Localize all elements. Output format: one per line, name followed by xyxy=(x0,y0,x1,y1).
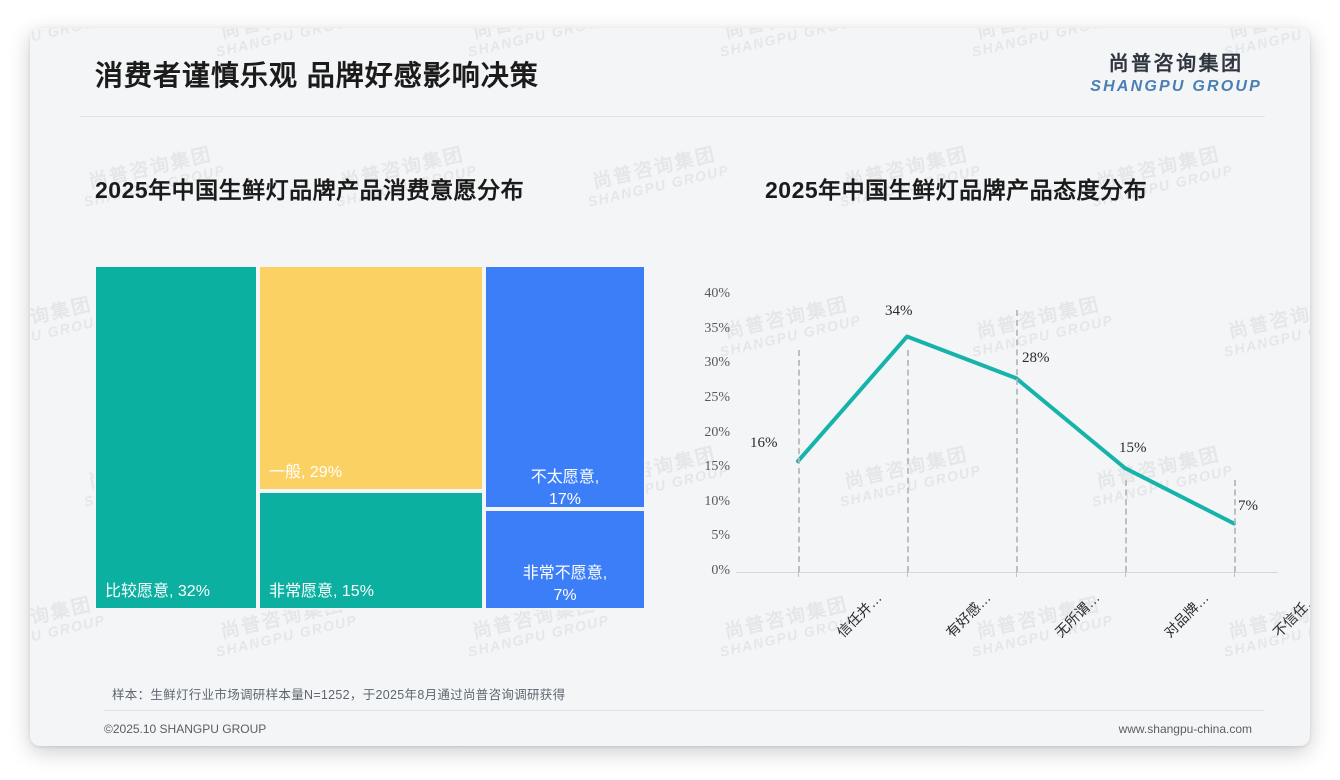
y-axis-tick-label: 25% xyxy=(704,389,730,405)
line-chart: 40% 35% 30% 25% 20% 15% 10% 5% 0% 16% 34% 28% 15% 7%… xyxy=(678,265,1310,645)
vertical-gridline xyxy=(1016,310,1018,572)
footnote-divider xyxy=(104,710,1264,711)
watermark-en: SHANGPU GROUP xyxy=(214,611,359,661)
page-title: 消费者谨慎乐观 品牌好感影响决策 xyxy=(95,60,539,91)
x-axis-tick-label: 有好感… xyxy=(942,589,994,641)
treemap-cell-label: 比较愿意, 32% xyxy=(105,583,210,600)
watermark-cn: 尚普咨询集团 xyxy=(30,594,95,644)
x-axis-tick xyxy=(1234,572,1235,577)
watermark-cn: 尚普咨询集团 xyxy=(30,294,95,344)
x-axis-tick-label: 信任并… xyxy=(833,589,885,641)
line-series-svg xyxy=(796,334,1236,526)
header-divider xyxy=(80,116,1265,117)
watermark-en: SHANGPU GROUP xyxy=(30,611,107,661)
x-axis-line xyxy=(736,572,1278,573)
y-axis-tick-label: 35% xyxy=(704,320,730,336)
x-axis-tick-label: 对品牌… xyxy=(1160,589,1212,641)
y-axis-tick-label: 30% xyxy=(704,355,730,371)
x-axis-tick-label: 无所谓… xyxy=(1051,589,1103,641)
y-axis-tick-label: 40% xyxy=(704,286,730,301)
data-point-label: 28% xyxy=(1022,350,1050,367)
x-axis-tick xyxy=(907,572,908,577)
treemap-cell[interactable]: 一般, 29% xyxy=(258,265,484,491)
watermark-cn: 尚普咨询集团 xyxy=(590,144,719,194)
data-point-label: 7% xyxy=(1238,497,1258,514)
x-axis-tick-label: 不信任… xyxy=(1269,589,1310,641)
watermark-en: SHANGPU GROUP xyxy=(466,611,611,661)
slide-header: 消费者谨慎乐观 品牌好感影响决策 尚普咨询集团 SHANGPU GROUP xyxy=(30,28,1310,116)
data-point-label: 16% xyxy=(750,435,778,452)
plot-area: 16% 34% 28% 15% 7% xyxy=(736,265,1276,575)
left-chart-title: 2025年中国生鲜灯品牌产品消费意愿分布 xyxy=(95,177,525,203)
x-axis-tick xyxy=(798,572,799,577)
footer-url: www.shangpu-china.com xyxy=(1118,722,1252,736)
treemap-cell-label: 不太愿意, 17% xyxy=(486,467,644,508)
treemap-cell[interactable]: 不太愿意, 17% xyxy=(484,265,646,509)
y-axis-tick-label: 0% xyxy=(711,563,730,578)
y-axis-tick-label: 20% xyxy=(704,424,730,440)
vertical-gridline xyxy=(1125,480,1127,572)
treemap-chart: 比较愿意, 32% 一般, 29% 非常愿意, 15% 不太愿意, 17% 非常不愿意, 7… xyxy=(94,265,646,610)
x-axis-tick xyxy=(1125,572,1126,577)
vertical-gridline xyxy=(1234,480,1236,572)
brand-logo-en: SHANGPU GROUP xyxy=(1090,78,1262,95)
treemap-cell-label-line: 7% xyxy=(553,586,577,604)
vertical-gridline xyxy=(907,350,909,572)
data-point-label: 34% xyxy=(885,302,913,319)
treemap-cell-label-line: 17% xyxy=(548,490,582,508)
treemap-cell-label-line: 不太愿意, xyxy=(530,469,600,486)
x-axis-tick xyxy=(1016,572,1017,577)
y-axis: 40% 35% 30% 25% 20% 15% 10% 5% 0% xyxy=(678,265,730,578)
treemap-cell-label: 一般, 29% xyxy=(269,464,342,481)
treemap-cell[interactable]: 非常愿意, 15% xyxy=(258,491,484,610)
data-point-label: 15% xyxy=(1119,440,1147,457)
brand-logo-cn: 尚普咨询集团 xyxy=(1108,53,1244,75)
treemap-cell-label: 非常愿意, 15% xyxy=(269,583,374,600)
treemap-cell-label: 非常不愿意, 7% xyxy=(486,563,644,606)
treemap-cell[interactable]: 非常不愿意, 7% xyxy=(484,509,646,610)
y-axis-tick-label: 15% xyxy=(704,459,730,475)
vertical-gridline xyxy=(798,350,800,572)
right-chart-title: 2025年中国生鲜灯品牌产品态度分布 xyxy=(765,177,1148,203)
treemap-cell[interactable]: 比较愿意, 32% xyxy=(94,265,258,610)
slide-footer: ©2025.10 SHANGPU GROUP www.shangpu-china… xyxy=(30,716,1310,746)
footer-copyright: ©2025.10 SHANGPU GROUP xyxy=(104,722,267,736)
y-axis-tick-label: 5% xyxy=(711,528,730,544)
y-axis-tick-label: 10% xyxy=(704,493,730,509)
footnote: 样本：生鲜灯行业市场调研样本量N=1252，于2025年8月通过尚普咨询调研获得 xyxy=(112,688,566,702)
treemap-cell-label-line: 非常不愿意, xyxy=(522,565,608,582)
brand-logo: 尚普咨询集团 SHANGPU GROUP xyxy=(1090,52,1262,96)
watermark-en: SHANGPU GROUP xyxy=(586,161,731,211)
